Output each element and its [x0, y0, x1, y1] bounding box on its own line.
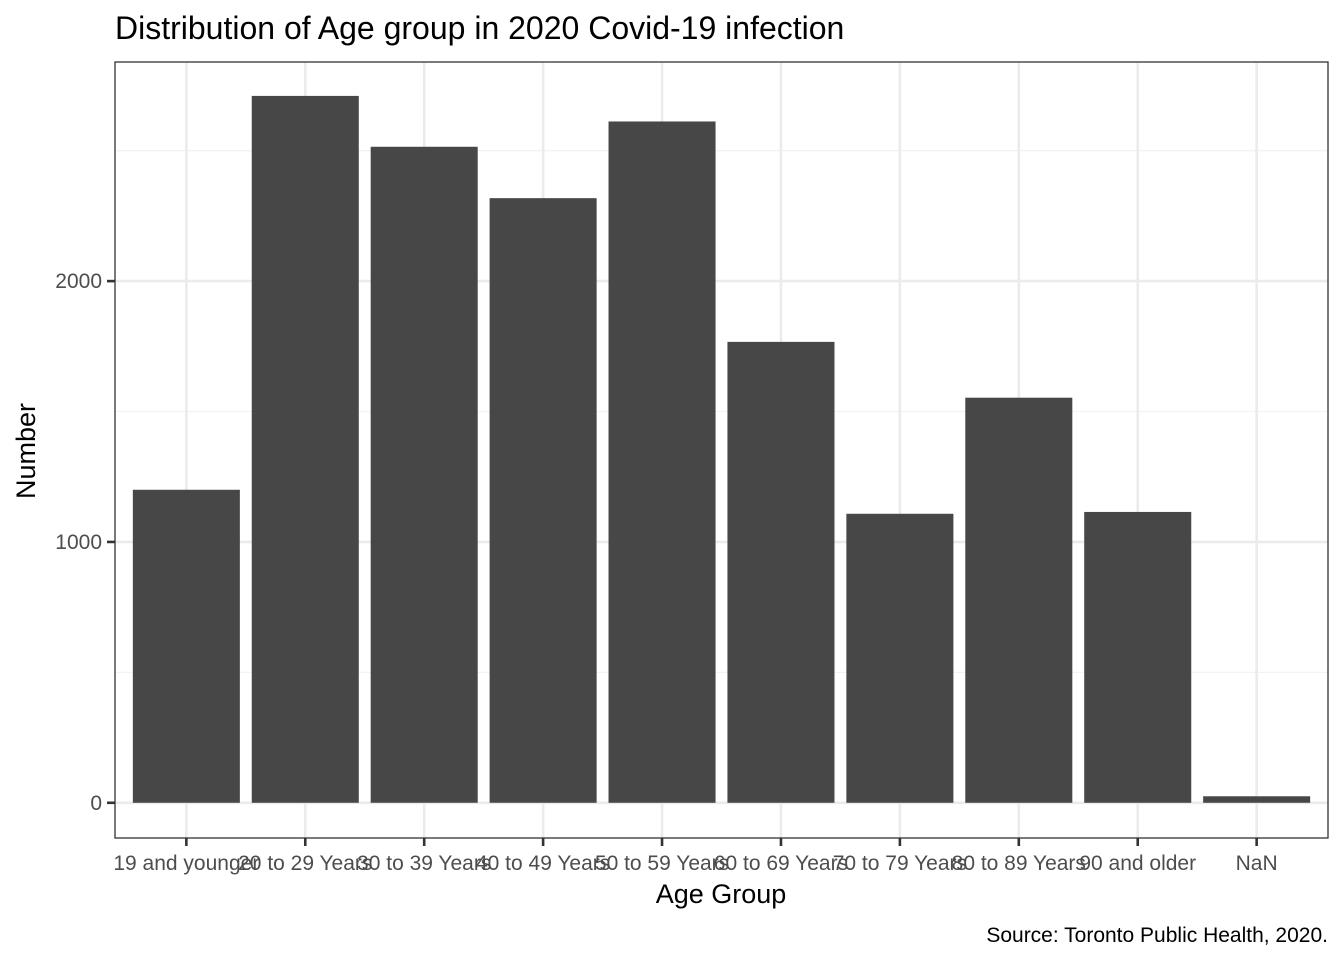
bar — [489, 198, 597, 803]
bar — [132, 489, 240, 803]
x-tick-label: 20 to 29 Years — [238, 852, 372, 875]
bars — [132, 95, 1311, 803]
plot-panel — [114, 61, 1329, 839]
bar — [370, 146, 478, 803]
x-tick-label: 30 to 39 Years — [357, 852, 491, 875]
y-tick-label: 1000 — [55, 531, 102, 554]
bar — [727, 341, 835, 803]
x-tick-label: 19 and younger — [113, 852, 259, 875]
x-tick-label: 80 to 89 Years — [952, 852, 1086, 875]
x-tick-label: NaN — [1236, 852, 1278, 875]
x-tick-label: 70 to 79 Years — [833, 852, 967, 875]
x-tick-label: 60 to 69 Years — [714, 852, 848, 875]
x-tick-label: 40 to 49 Years — [476, 852, 610, 875]
bar — [846, 513, 954, 803]
bar — [1084, 511, 1192, 803]
bar — [251, 95, 359, 803]
y-axis-title: Number — [11, 403, 41, 499]
y-tick-label: 0 — [90, 792, 102, 815]
panel-border — [114, 61, 1329, 839]
chart-caption: Source: Toronto Public Health, 2020. — [986, 924, 1328, 947]
x-tick-label: 50 to 59 Years — [595, 852, 729, 875]
y-axis: 0 1000 2000 — [55, 270, 115, 815]
chart-title: Distribution of Age group in 2020 Covid-… — [115, 10, 844, 46]
bar — [965, 397, 1073, 803]
y-tick-label: 2000 — [55, 270, 102, 293]
x-tick-label: 90 and older — [1079, 852, 1196, 875]
bar — [608, 121, 716, 803]
bar — [1203, 796, 1311, 803]
x-axis-title: Age Group — [656, 879, 787, 909]
